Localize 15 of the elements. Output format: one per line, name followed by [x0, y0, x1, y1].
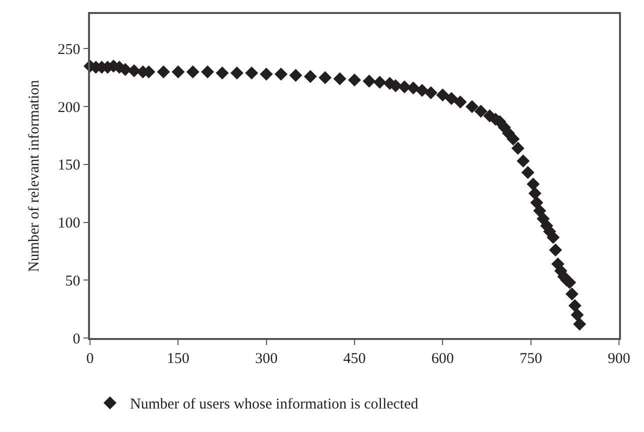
x-tick-label: 300	[255, 350, 278, 367]
x-tick-label: 0	[86, 350, 94, 367]
x-tick-label: 450	[343, 350, 366, 367]
y-tick-label: 100	[58, 216, 80, 232]
y-tick-label: 150	[58, 158, 80, 174]
x-tick-label: 900	[608, 350, 630, 367]
legend-label: Number of users whose information is collected	[130, 396, 419, 413]
x-tick-label: 600	[431, 350, 454, 367]
y-tick-label: 250	[58, 42, 80, 58]
x-tick-label: 150	[166, 350, 190, 367]
x-tick-label: 750	[520, 350, 542, 367]
y-tick-label: 50	[65, 273, 80, 290]
y-tick-label: 0	[72, 331, 80, 348]
y-tick-label: 200	[58, 100, 80, 116]
y-axis-title: Number of relevant information	[26, 79, 42, 272]
